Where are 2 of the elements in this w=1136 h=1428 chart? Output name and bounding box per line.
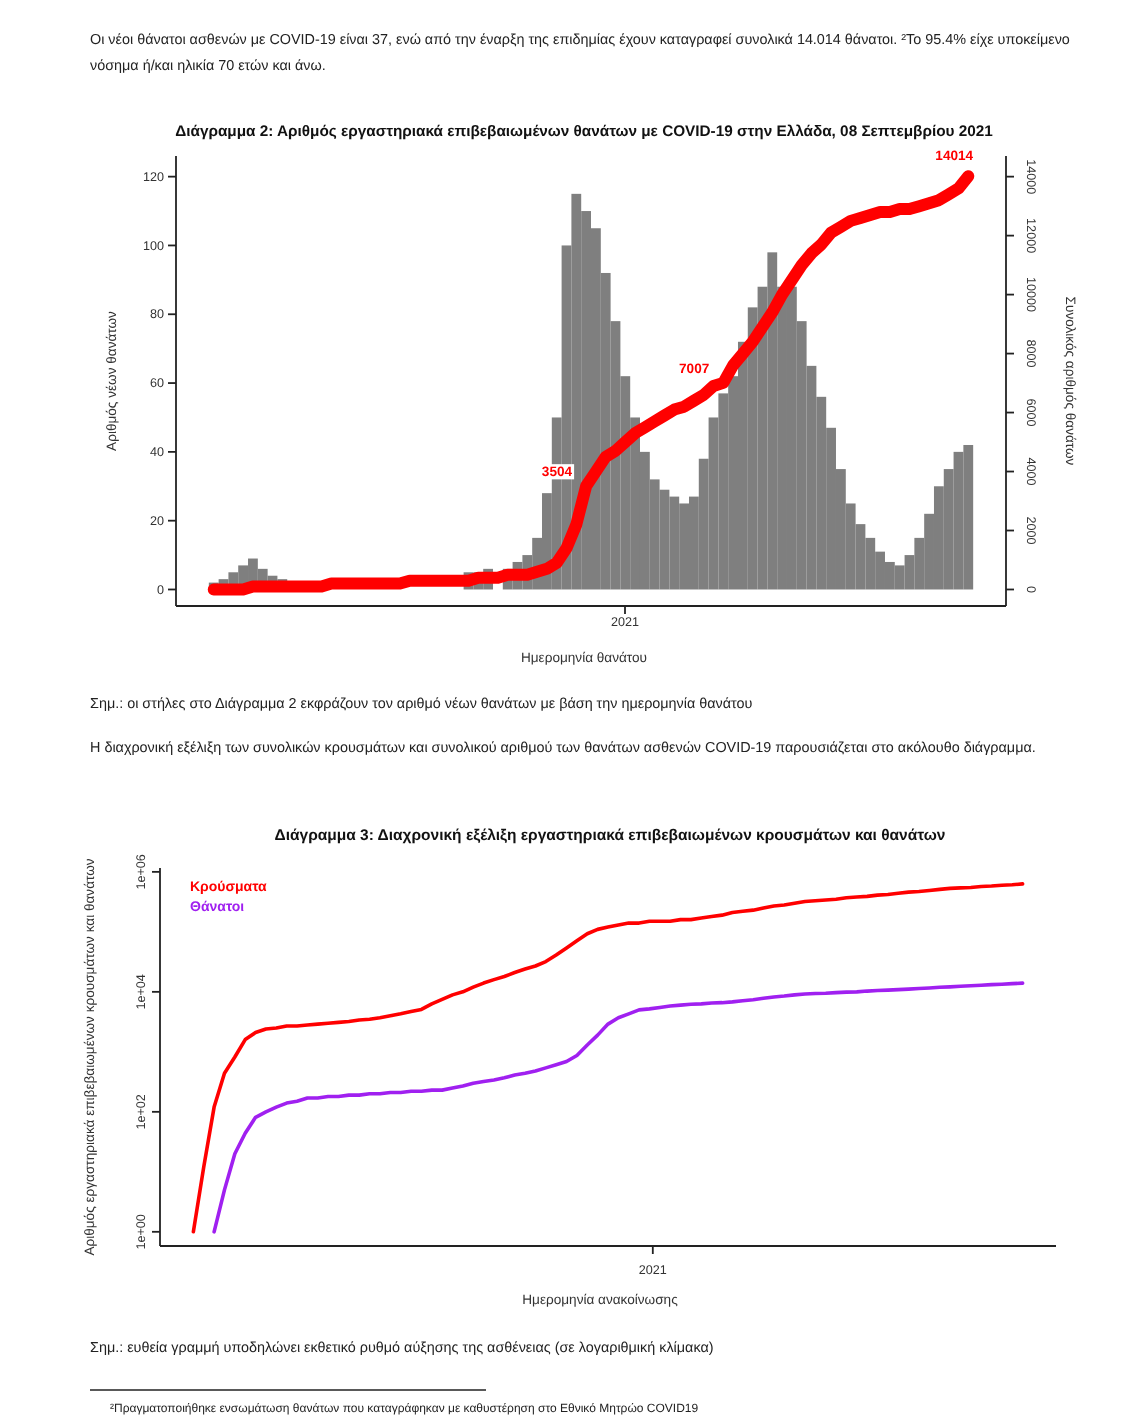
line-series — [212, 981, 1025, 1234]
line-series — [191, 882, 1025, 1234]
